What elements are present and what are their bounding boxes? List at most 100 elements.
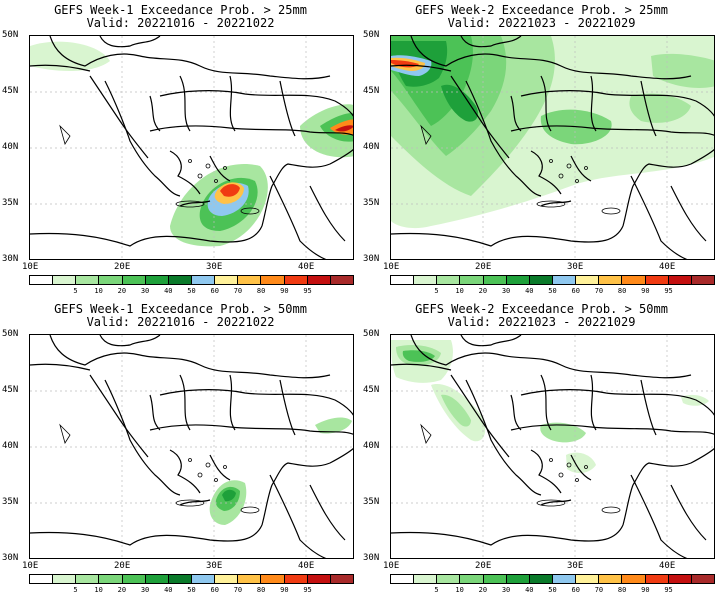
colorbar-swatch	[53, 276, 77, 284]
lat-label: 45N	[363, 385, 380, 395]
colorbar-label: 40	[164, 287, 173, 295]
colorbar-swatch	[145, 575, 169, 583]
colorbar-label: 90	[641, 586, 650, 594]
colorbar-swatch	[391, 276, 415, 284]
precip-probability-shading	[30, 41, 353, 247]
colorbar-swatch	[691, 276, 714, 284]
colorbar-swatch	[30, 575, 54, 583]
colorbar-label: 95	[664, 287, 673, 295]
colorbar-swatch	[668, 276, 692, 284]
colorbar-swatch	[261, 276, 285, 284]
colorbar-swatch	[483, 276, 507, 284]
map-panel-week2-50mm: GEFS Week-2 Exceedance Prob. > 50mm Vali…	[361, 299, 722, 598]
colorbar-label: 80	[256, 586, 266, 594]
lat-lon-gridlines	[391, 335, 714, 558]
colorbar-swatch	[668, 575, 692, 583]
colorbar-label: 70	[233, 287, 243, 295]
colorbar-swatch	[391, 575, 415, 583]
colorbar-swatch	[529, 276, 553, 284]
panel-title: GEFS Week-1 Exceedance Prob. > 25mm	[54, 3, 307, 17]
coastlines-and-borders	[391, 335, 714, 558]
colorbar-label: 95	[303, 287, 312, 295]
map-area	[390, 334, 715, 559]
colorbar-label: 50	[187, 586, 196, 594]
colorbar-label: 70	[594, 586, 604, 594]
colorbar-label: 5	[73, 586, 78, 594]
colorbar-label: 30	[501, 287, 511, 295]
lat-lon-gridlines	[391, 36, 714, 259]
colorbar-swatch	[506, 276, 530, 284]
colorbar-swatch	[330, 276, 353, 284]
colorbar-label: 30	[501, 586, 511, 594]
panel-valid-dates: Valid: 20221023 - 20221029	[447, 16, 636, 30]
lon-label: 30E	[567, 262, 584, 272]
panel-valid-dates: Valid: 20221016 - 20221022	[86, 315, 275, 329]
colorbar-label: 60	[571, 287, 580, 295]
map-panel-week1-25mm: GEFS Week-1 Exceedance Prob. > 25mm Vali…	[0, 0, 361, 299]
colorbar-swatch	[437, 575, 461, 583]
colorbar-label: 5	[73, 287, 78, 295]
colorbar-swatch	[552, 575, 577, 583]
precip-probability-shading	[391, 36, 714, 229]
colorbar-label: 40	[164, 586, 173, 594]
colorbar-swatch	[238, 575, 262, 583]
colorbar	[390, 275, 715, 285]
colorbar-swatch	[691, 575, 714, 583]
lat-label: 35N	[2, 198, 19, 208]
colorbar-swatch	[168, 575, 192, 583]
colorbar-swatch	[645, 276, 669, 284]
lon-label: 10E	[22, 262, 39, 272]
colorbar-label: 50	[548, 586, 557, 594]
colorbar-swatch	[622, 276, 646, 284]
islands	[420, 423, 621, 514]
colorbar-swatch	[215, 575, 239, 583]
lat-label: 30N	[2, 254, 19, 264]
colorbar-label: 80	[617, 287, 627, 295]
lat-label: 40N	[363, 142, 380, 152]
colorbar-swatch	[284, 276, 308, 284]
lon-label: 40E	[298, 262, 315, 272]
colorbar-label: 60	[571, 586, 580, 594]
colorbar-swatch	[414, 276, 438, 284]
islands	[59, 124, 260, 215]
colorbar-label: 20	[117, 287, 127, 295]
map-area	[390, 35, 715, 260]
colorbar-label: 70	[594, 287, 604, 295]
lon-label: 10E	[383, 561, 400, 571]
colorbar-swatch	[307, 575, 331, 583]
lon-label: 40E	[298, 561, 315, 571]
colorbar-label: 80	[256, 287, 266, 295]
colorbar	[390, 574, 715, 584]
map-area	[29, 35, 354, 260]
colorbar-label: 90	[280, 586, 289, 594]
colorbar-label: 95	[303, 586, 312, 594]
map-canvas	[30, 335, 353, 558]
lat-label: 50N	[363, 329, 380, 339]
lat-label: 40N	[363, 441, 380, 451]
lat-label: 45N	[2, 86, 19, 96]
lat-lon-gridlines	[30, 335, 353, 558]
colorbar-label: 10	[455, 586, 464, 594]
lat-label: 40N	[2, 441, 19, 451]
lon-label: 20E	[475, 561, 492, 571]
panel-title: GEFS Week-1 Exceedance Prob. > 50mm	[54, 302, 307, 316]
colorbar-swatch	[552, 276, 577, 284]
colorbar-label: 20	[117, 586, 127, 594]
colorbar-swatch	[529, 575, 553, 583]
coastlines-and-borders	[391, 36, 714, 259]
lon-label: 20E	[114, 561, 131, 571]
lon-label: 20E	[114, 262, 131, 272]
panel-valid-dates: Valid: 20221023 - 20221029	[447, 315, 636, 329]
map-panel-week1-50mm: GEFS Week-1 Exceedance Prob. > 50mm Vali…	[0, 299, 361, 598]
lon-label: 30E	[206, 262, 223, 272]
lat-lon-gridlines	[30, 36, 353, 259]
colorbar-swatch	[483, 575, 507, 583]
colorbar-swatch	[99, 276, 123, 284]
islands	[59, 423, 260, 514]
map-canvas	[391, 36, 714, 259]
colorbar-label: 90	[280, 287, 289, 295]
colorbar-swatch	[576, 575, 600, 583]
islands	[420, 124, 621, 215]
lat-label: 35N	[2, 497, 19, 507]
colorbar-swatch	[76, 276, 100, 284]
